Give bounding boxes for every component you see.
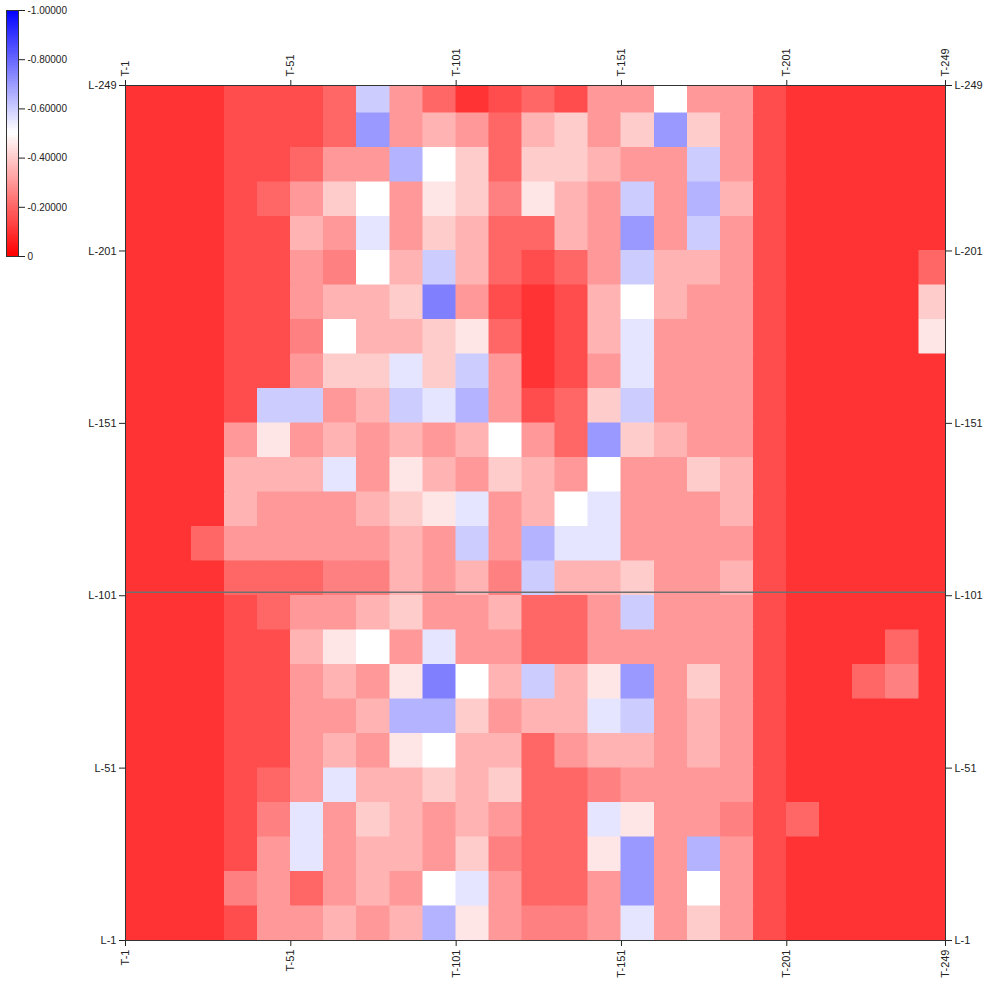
svg-text:L-249: L-249	[955, 79, 983, 91]
svg-text:-1.00000: -1.00000	[28, 5, 68, 16]
svg-text:T-51: T-51	[284, 54, 296, 76]
svg-text:-0.20000: -0.20000	[28, 202, 68, 213]
svg-text:T-151: T-151	[615, 48, 627, 76]
svg-text:L-151: L-151	[88, 417, 116, 429]
svg-text:T-51: T-51	[284, 950, 296, 972]
svg-text:L-249: L-249	[88, 79, 116, 91]
svg-text:-0.80000: -0.80000	[28, 54, 68, 65]
svg-text:T-249: T-249	[939, 950, 951, 978]
svg-text:L-51: L-51	[94, 762, 116, 774]
svg-text:-0.60000: -0.60000	[28, 103, 68, 114]
svg-text:T-1: T-1	[119, 61, 131, 77]
svg-text:L-151: L-151	[955, 417, 983, 429]
svg-text:L-51: L-51	[955, 762, 977, 774]
svg-text:T-249: T-249	[939, 48, 951, 76]
svg-text:-0.40000: -0.40000	[28, 152, 68, 163]
svg-text:L-1: L-1	[101, 934, 117, 946]
svg-text:T-1: T-1	[119, 950, 131, 966]
svg-text:L-201: L-201	[88, 245, 116, 257]
svg-text:L-101: L-101	[955, 589, 983, 601]
svg-text:T-201: T-201	[780, 950, 792, 978]
svg-text:T-151: T-151	[615, 950, 627, 978]
svg-text:T-201: T-201	[780, 48, 792, 76]
svg-text:L-101: L-101	[88, 589, 116, 601]
svg-text:T-101: T-101	[450, 48, 462, 76]
svg-text:T-101: T-101	[450, 950, 462, 978]
svg-text:0: 0	[28, 251, 34, 262]
svg-text:L-1: L-1	[955, 934, 971, 946]
svg-text:L-201: L-201	[955, 245, 983, 257]
